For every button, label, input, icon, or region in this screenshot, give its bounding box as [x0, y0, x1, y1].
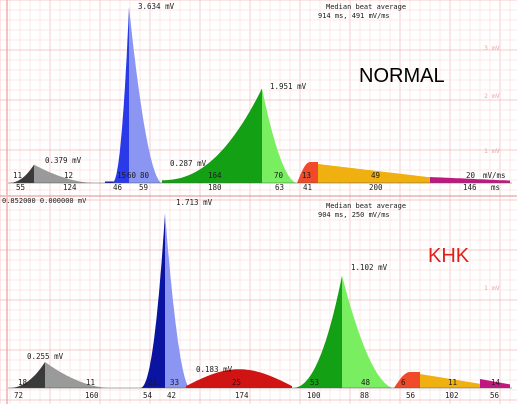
khk-segment-area	[8, 362, 45, 388]
normal-segment-area	[129, 6, 162, 183]
khk-axis-num: 72	[14, 391, 23, 400]
khk-axis-num: 54	[143, 391, 153, 400]
khk-peak-label-p: 0.255 mV	[27, 352, 64, 361]
normal-header-line2: 914 ms, 491 mV/ms	[318, 12, 390, 20]
khk-seg-label: 21	[148, 378, 157, 387]
khk-segment-area	[165, 213, 190, 388]
normal-segment-area	[297, 162, 318, 183]
khk-axis-num: 56	[406, 391, 416, 400]
normal-seg-label: 60	[127, 171, 137, 180]
khk-segment-area	[394, 372, 420, 388]
khk-axis-num: 88	[360, 391, 370, 400]
khk-axis-num: 56	[490, 391, 500, 400]
normal-segment-area	[8, 164, 34, 183]
normal-peak-label-t: 1.951 mV	[270, 82, 307, 91]
khk-seg-label: 11	[448, 378, 457, 387]
khk-segment-area	[342, 275, 394, 388]
khk-axis-num: 42	[167, 391, 176, 400]
normal-ms-label: ms	[491, 183, 500, 192]
normal-axis-num: 200	[369, 183, 383, 192]
normal-axis-num: 180	[208, 183, 222, 192]
normal-peak-label-r: 3.634 mV	[138, 2, 175, 11]
khk-seg-label: 53	[310, 378, 319, 387]
normal-axis-num: 55	[16, 183, 25, 192]
khk-header-line2: 904 ms, 250 mV/ms	[318, 211, 390, 219]
normal-axis-num: 59	[139, 183, 148, 192]
normal-seg-label: 20	[466, 171, 476, 180]
khk-segment-area	[420, 374, 480, 388]
khk-axis-num: 160	[85, 391, 99, 400]
khk-segment-area	[45, 362, 110, 388]
normal-segment-area	[34, 164, 95, 183]
khk-seg-label: 6	[401, 378, 406, 387]
normal-axis-num: 146	[463, 183, 477, 192]
normal-peak-label-st: 0.287 mV	[170, 159, 207, 168]
khk-axis-num: 102	[445, 391, 459, 400]
khk-axis-num: 100	[307, 391, 321, 400]
khk-axis-num: 174	[235, 391, 249, 400]
khk-seg-label: 25	[232, 378, 241, 387]
normal-segment-area	[162, 88, 262, 183]
normal-seg-label: 15	[117, 171, 126, 180]
khk-top-text: 0.852000 0.000000 mV	[2, 197, 87, 205]
khk-seg-label: 14	[491, 378, 501, 387]
khk-peak-label-r: 1.713 mV	[176, 198, 213, 207]
khk-peak-label-t: 1.102 mV	[351, 263, 388, 272]
normal-segment-area	[430, 177, 510, 183]
khk-segment-area	[186, 369, 292, 388]
normal-peak-label-p: 0.379 mV	[45, 156, 82, 165]
khk-segment-area	[480, 379, 510, 388]
panel-khk: 0.852000 0.000000 mV Median beat average…	[2, 197, 512, 400]
khk-peak-label-st: 0.183 mV	[196, 365, 233, 374]
normal-axis-num: 124	[63, 183, 77, 192]
khk-segment-area	[292, 275, 342, 388]
normal-beat-areas	[8, 6, 512, 184]
normal-axis-num: 46	[113, 183, 123, 192]
panel-normal: Median beat average 914 ms, 491 mV/ms NO…	[8, 2, 512, 192]
normal-header-line1: Median beat average	[326, 3, 406, 11]
normal-seg-label: 49	[371, 171, 380, 180]
normal-segment-area	[112, 6, 129, 183]
normal-seg-label: 164	[208, 171, 222, 180]
normal-seg-label: 13	[302, 171, 311, 180]
khk-seg-label: 48	[361, 378, 371, 387]
khk-scale-1mv: 1 mV	[484, 284, 500, 292]
khk-seg-label: 33	[170, 378, 179, 387]
normal-segment-area	[262, 88, 297, 183]
normal-axis-num: 63	[275, 183, 284, 192]
khk-beat-areas	[8, 213, 512, 389]
khk-header-line1: Median beat average	[326, 202, 406, 210]
normal-units-label: mV/ms	[483, 171, 506, 180]
normal-seg-label: 12	[64, 171, 73, 180]
khk-seg-label: 11	[86, 378, 95, 387]
normal-scale-1mv: 1 mV	[484, 147, 500, 155]
normal-seg-label: 70	[274, 171, 284, 180]
normal-seg-label: 80	[140, 171, 150, 180]
normal-scale-3mv: 3 mV	[484, 44, 500, 52]
normal-scale-2mv: 2 mV	[484, 92, 500, 100]
khk-title: KHK	[428, 245, 470, 267]
normal-segment-area	[318, 164, 430, 183]
normal-axis-num: 41	[303, 183, 312, 192]
normal-title: NORMAL	[359, 65, 445, 87]
khk-segment-area	[140, 213, 165, 388]
normal-seg-label: 11	[13, 171, 22, 180]
khk-seg-label: 18	[18, 378, 28, 387]
